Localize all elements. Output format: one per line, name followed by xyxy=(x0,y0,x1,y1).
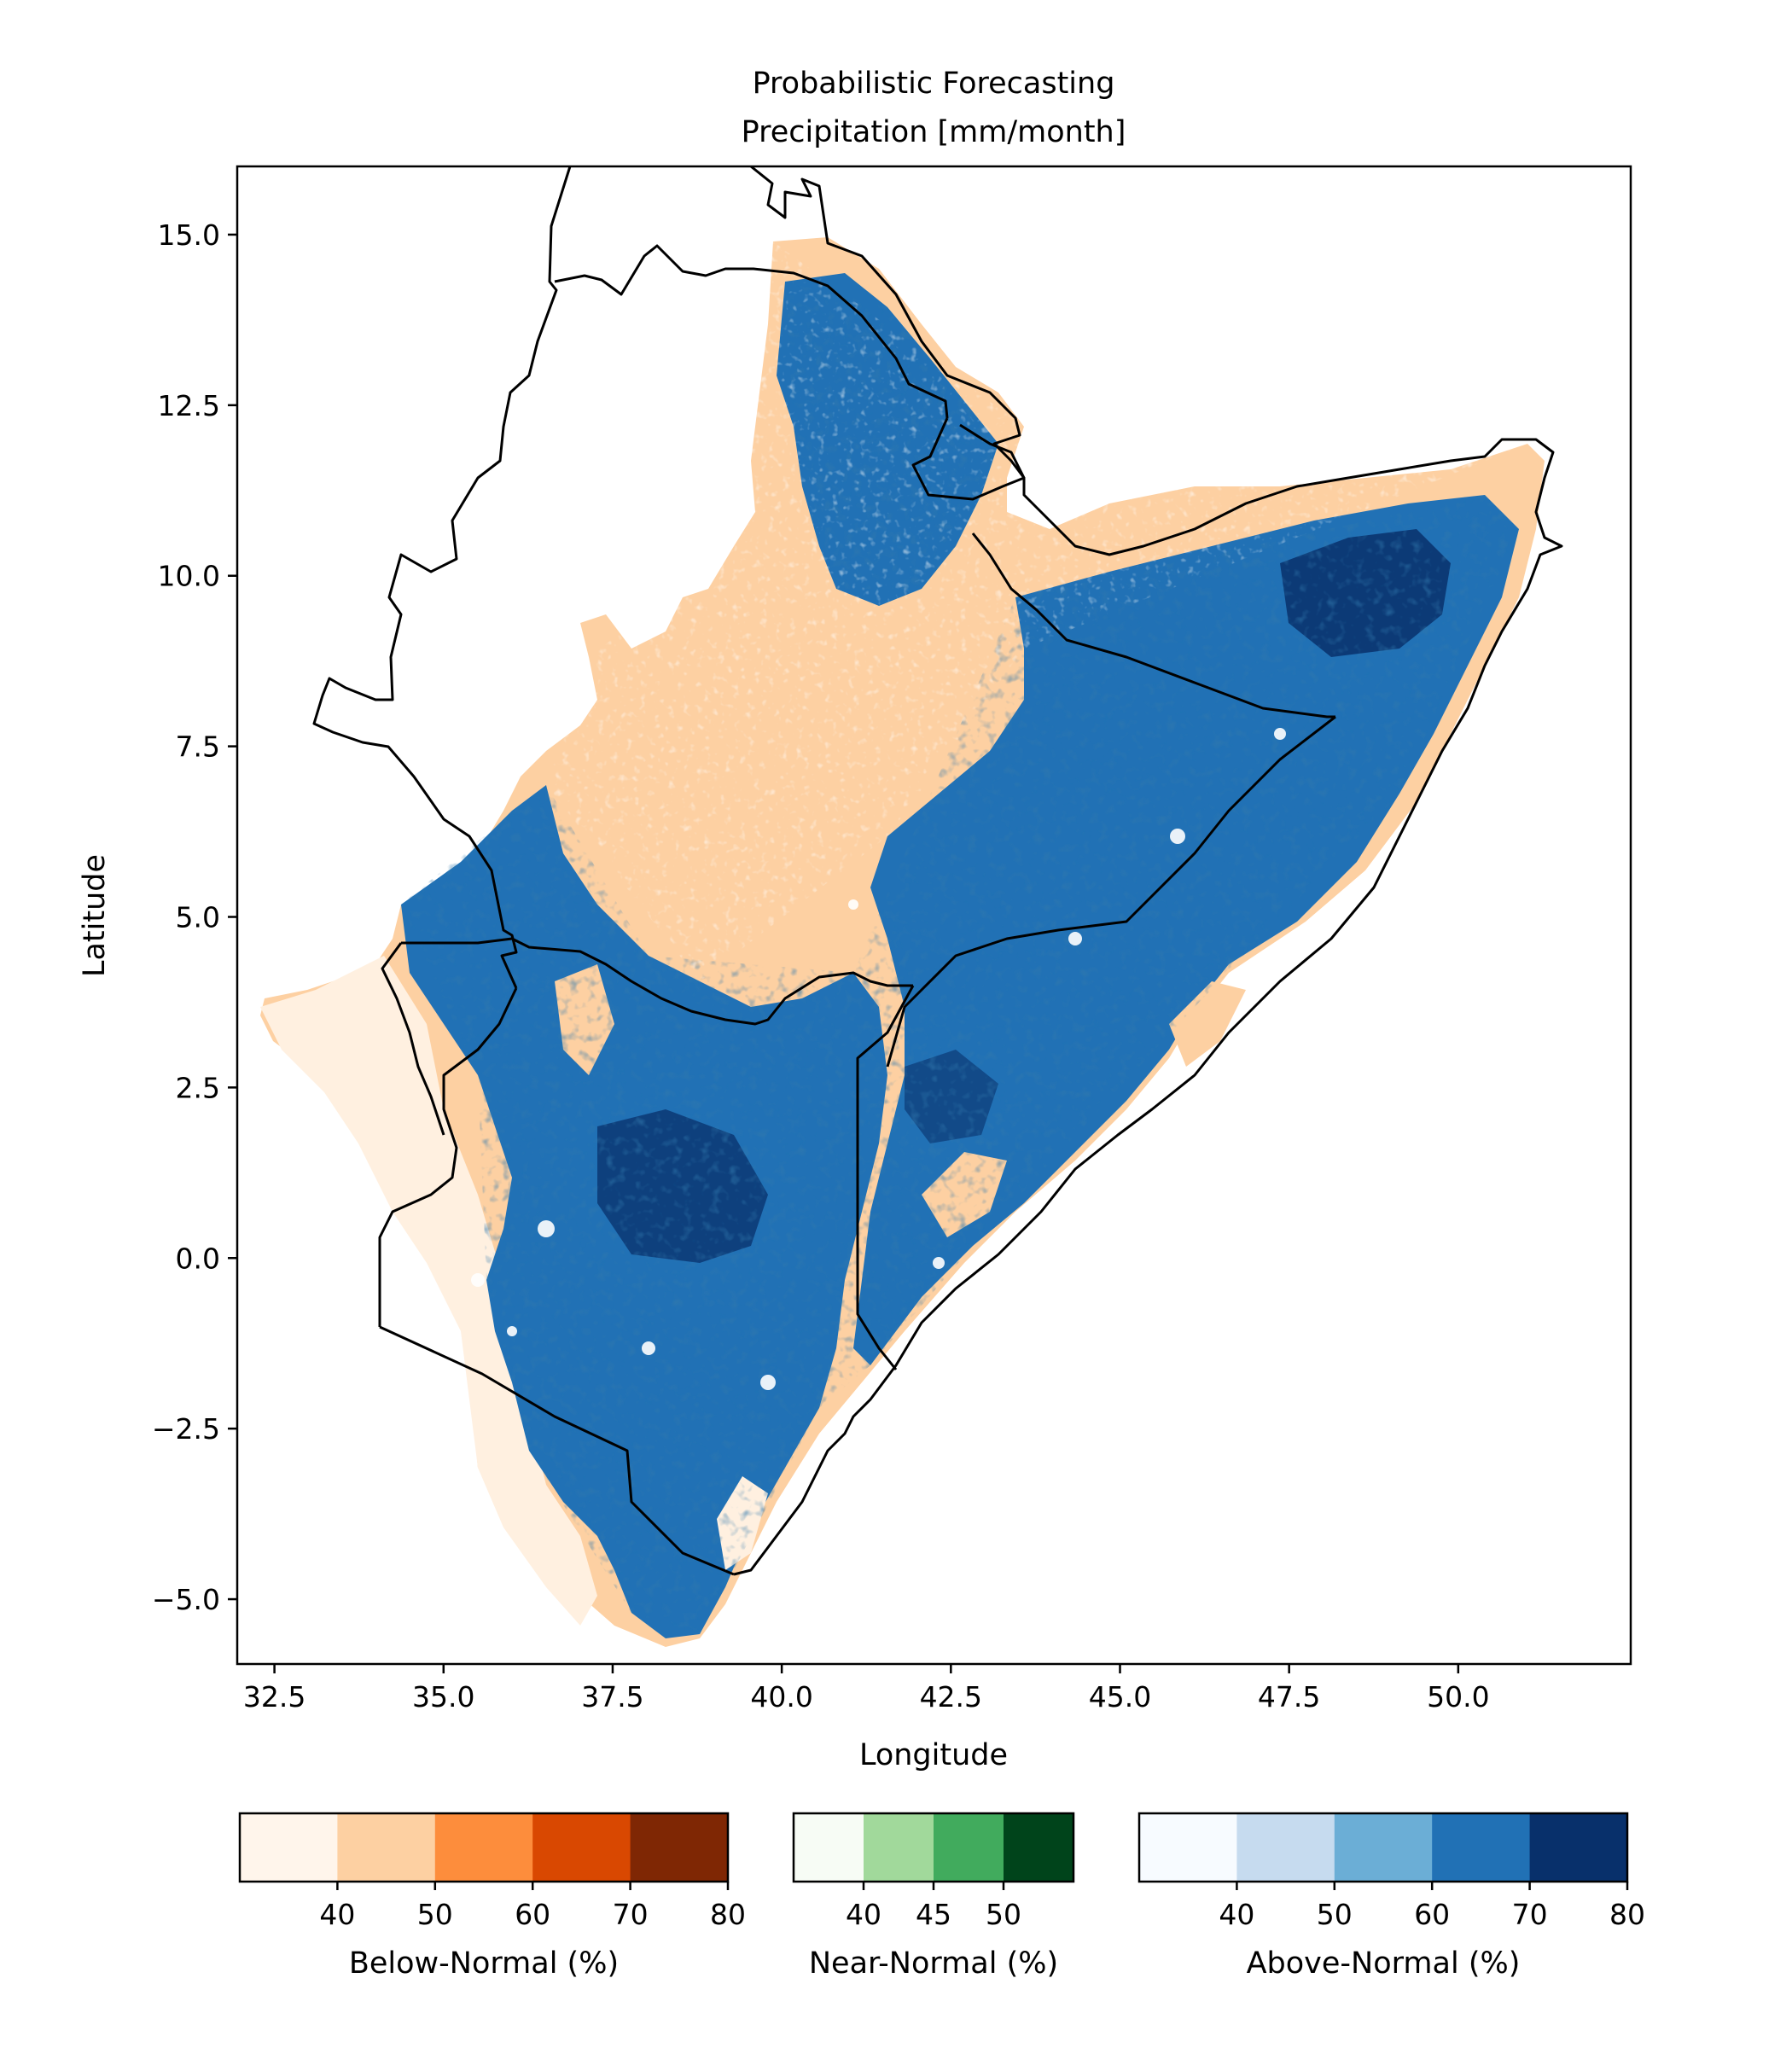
colorbar-label: Near-Normal (%) xyxy=(809,1946,1058,1981)
eritrea-ethiopia-border xyxy=(554,244,949,419)
colorbar-swatch xyxy=(1529,1813,1628,1882)
colorbar-tick-label: 70 xyxy=(1512,1898,1548,1931)
x-tick-label: 45.0 xyxy=(1089,1680,1151,1713)
colorbar-above: 40 50 60 70 80 Above-Normal (%) xyxy=(1137,1812,1645,1981)
chart-title-line2: Precipitation [mm/month] xyxy=(742,115,1126,149)
x-tick-label: 37.5 xyxy=(581,1680,643,1713)
colorbar-below: 40 50 60 70 80 Below-Normal (%) xyxy=(238,1812,746,1981)
map-frame xyxy=(236,165,1632,1666)
low-below-normal-region xyxy=(260,956,597,1626)
colorbar-label: Above-Normal (%) xyxy=(1247,1946,1521,1981)
ethiopia-somalia-border xyxy=(971,532,1335,719)
colorbar-frame xyxy=(238,1812,730,1883)
colorbar-swatch xyxy=(1334,1813,1433,1882)
colorbar-tick-label: 50 xyxy=(986,1898,1021,1931)
colorbar-swatch xyxy=(337,1813,436,1882)
colorbar-tick-label: 70 xyxy=(613,1898,649,1931)
colorbar-swatch xyxy=(864,1813,934,1882)
x-axis-label: Longitude xyxy=(859,1738,1008,1772)
colorbar-tick-label: 60 xyxy=(1414,1898,1450,1931)
x-tick-label: 50.0 xyxy=(1427,1680,1489,1713)
horn-coastline xyxy=(733,166,1563,1576)
y-axis: 15.0 12.5 10.0 7.5 5.0 2.5 0.0 −2.5 −5.0 xyxy=(152,218,237,1616)
y-tick-label: 5.0 xyxy=(176,900,220,934)
colorbar-swatch xyxy=(434,1813,533,1882)
ethiopia-kenya-border xyxy=(511,937,913,1026)
colorbar-legend: 40 50 60 70 80 Below-Normal (%) 40 45 50 Near-Nor… xyxy=(238,1812,1645,1981)
x-tick-label: 35.0 xyxy=(412,1680,474,1713)
south-sudan-uganda-border xyxy=(401,937,513,945)
colorbar-tick-label: 40 xyxy=(846,1898,881,1931)
colorbar-frame xyxy=(1137,1812,1629,1883)
kenya-tanzania-border xyxy=(379,1325,735,1576)
colorbar-tick-label: 45 xyxy=(916,1898,951,1931)
y-tick-label: 10.0 xyxy=(158,560,220,593)
kenya-uganda-border xyxy=(378,987,518,1327)
y-tick-label: 15.0 xyxy=(158,218,220,252)
below-normal-patch-somalia xyxy=(1169,981,1246,1067)
colorbar-tick-label: 50 xyxy=(417,1898,453,1931)
country-borders xyxy=(312,166,1563,1576)
uganda-drc-border xyxy=(381,942,445,1136)
y-axis-label: Latitude xyxy=(78,854,112,977)
sudan-ethiopia-border xyxy=(312,166,572,989)
colorbar-tick-label: 80 xyxy=(1609,1898,1645,1931)
x-axis: 32.5 35.0 37.5 40.0 42.5 45.0 47.5 50.0 xyxy=(243,1664,1490,1713)
colorbar-swatch xyxy=(794,1813,864,1882)
y-tick-label: −2.5 xyxy=(152,1412,220,1446)
y-tick-label: 12.5 xyxy=(158,389,220,422)
colorbar-swatch xyxy=(1004,1813,1074,1882)
colorbar-swatch xyxy=(630,1813,729,1882)
above-normal-speckle xyxy=(401,282,1519,1634)
colorbar-near: 40 45 50 Near-Normal (%) xyxy=(792,1812,1075,1981)
kenya-somalia-border xyxy=(856,985,915,1370)
colorbar-tick-label: 40 xyxy=(319,1898,355,1931)
x-tick-label: 32.5 xyxy=(243,1680,305,1713)
x-tick-label: 47.5 xyxy=(1258,1680,1320,1713)
y-tick-label: 2.5 xyxy=(176,1071,220,1104)
colorbar-swatch xyxy=(1139,1813,1237,1882)
y-tick-label: 0.0 xyxy=(176,1242,220,1275)
colorbar-swatch xyxy=(934,1813,1004,1882)
colorbar-swatch xyxy=(1236,1813,1335,1882)
y-tick-label: 7.5 xyxy=(176,730,220,764)
chart-title-line1: Probabilistic Forecasting xyxy=(753,67,1115,101)
no-signal-specks xyxy=(471,728,1286,1390)
colorbar-tick-label: 40 xyxy=(1219,1898,1254,1931)
colorbar-swatch xyxy=(240,1813,338,1882)
djibouti-border xyxy=(911,417,1026,501)
x-tick-label: 42.5 xyxy=(920,1680,982,1713)
colorbar-swatch xyxy=(1432,1813,1531,1882)
colorbar-tick-label: 80 xyxy=(710,1898,746,1931)
colorbar-tick-label: 60 xyxy=(515,1898,550,1931)
colorbar-tick-label: 50 xyxy=(1317,1898,1353,1931)
colorbar-swatch xyxy=(532,1813,631,1882)
x-tick-label: 40.0 xyxy=(750,1680,812,1713)
ethiopia-somalia-ogaden-border xyxy=(886,715,1336,1068)
y-tick-label: −5.0 xyxy=(152,1583,220,1616)
map-area xyxy=(260,166,1563,1647)
colorbar-label: Below-Normal (%) xyxy=(349,1946,619,1981)
